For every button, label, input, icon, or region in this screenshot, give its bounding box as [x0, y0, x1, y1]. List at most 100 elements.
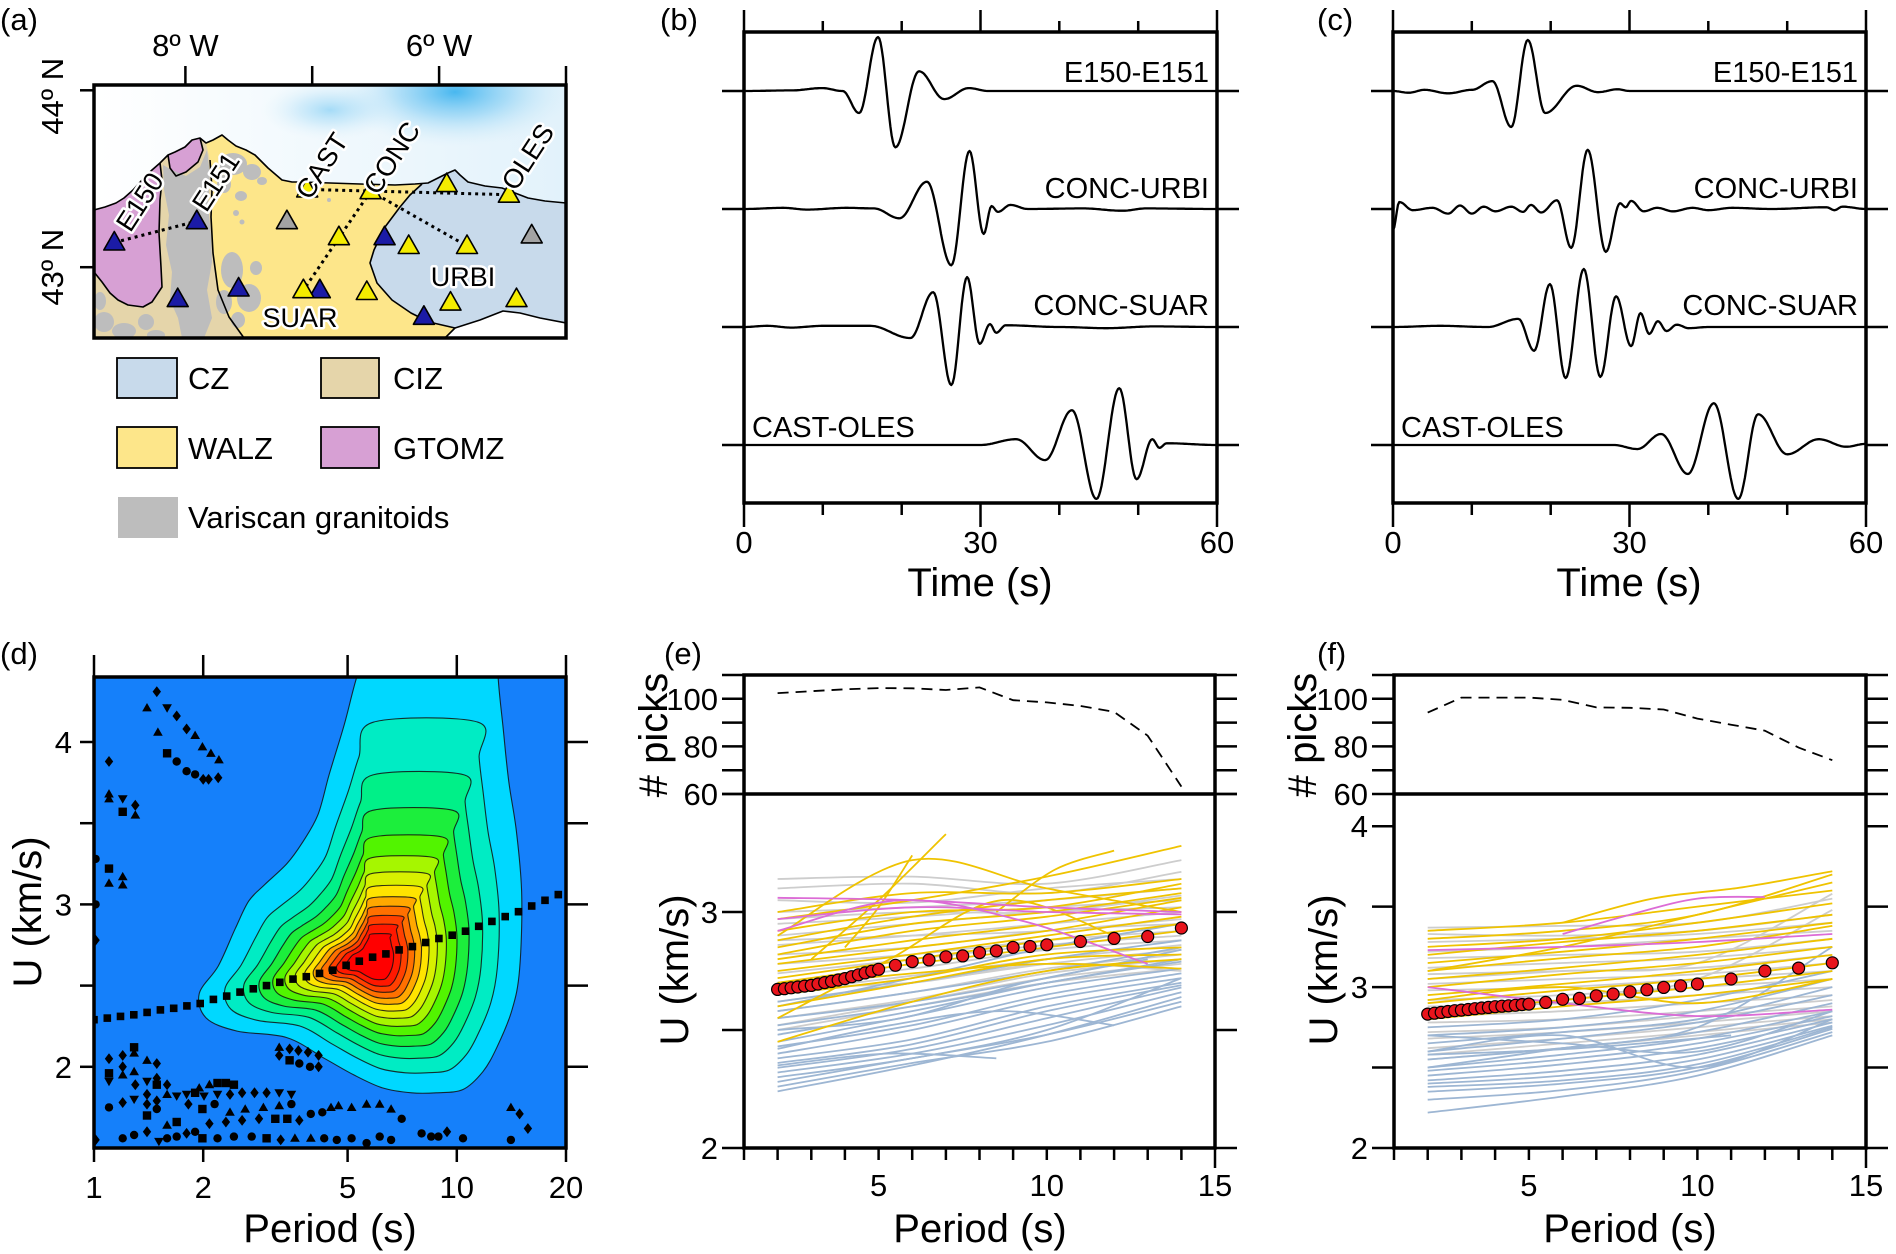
secondary-pick-point: [190, 1088, 200, 1097]
average-velocity-point: [1006, 940, 1020, 955]
station-pair-curve: [777, 958, 1182, 1020]
trace-label: CONC-SUAR: [1033, 290, 1209, 322]
secondary-pick-point: [237, 1114, 247, 1126]
x-axis-title-d: Period (s): [243, 1207, 416, 1251]
station-pair-curve: [1427, 946, 1833, 1069]
station-pair-curve: [1427, 892, 1833, 980]
dispersion-pick-square: [236, 988, 244, 996]
coastline: [94, 134, 566, 211]
secondary-pick-point: [314, 1061, 323, 1073]
secondary-pick-point: [274, 1100, 285, 1110]
secondary-pick-point: [190, 770, 200, 779]
average-velocity-point: [989, 944, 1003, 958]
secondary-pick-point: [212, 1090, 223, 1100]
waveform-trace: [1391, 148, 1866, 254]
secondary-pick-point: [347, 1134, 356, 1143]
secondary-pick-point: [152, 1095, 161, 1107]
secondary-pick-point: [274, 1042, 285, 1051]
station-pair-curve: [1562, 870, 1833, 924]
x-tick-label: 10: [440, 1170, 474, 1205]
secondary-pick-point: [129, 1066, 139, 1076]
secondary-pick-point: [295, 1059, 304, 1068]
x-tick-label: 5: [339, 1170, 356, 1205]
average-velocity-point: [1623, 985, 1637, 999]
station-pair-curve: [1427, 937, 1833, 980]
dispersion-pick-square: [249, 985, 258, 993]
average-velocity-point: [1657, 980, 1671, 995]
secondary-pick-point: [326, 1102, 336, 1111]
dispersion-pick-square: [302, 972, 311, 981]
secondary-pick-point: [275, 1050, 284, 1061]
station-triangle-icon: [373, 225, 396, 246]
station-pair-curve: [777, 896, 1182, 913]
secondary-pick-point: [142, 1088, 152, 1100]
secondary-pick-point: [154, 1137, 164, 1147]
station-pair-curve: [1427, 954, 1833, 996]
secondary-pick-point: [506, 1135, 516, 1145]
secondary-pick-point: [104, 1053, 114, 1065]
station-pair-curve: [1427, 1018, 1833, 1056]
secondary-pick-point: [190, 730, 200, 739]
station-pair-curve: [1427, 986, 1833, 1018]
secondary-pick-point: [142, 703, 152, 712]
secondary-pick-point: [332, 1135, 341, 1145]
secondary-pick-point: [397, 1114, 406, 1124]
secondary-pick-point: [152, 686, 161, 698]
secondary-pick-point: [172, 757, 181, 766]
secondary-pick-point: [333, 1100, 344, 1110]
secondary-pick-point: [162, 1134, 172, 1143]
dispersion-pick-square: [222, 992, 231, 1000]
secondary-pick-point: [117, 795, 128, 804]
station-pair-curve: [1427, 933, 1833, 951]
granitoid-body: [138, 314, 154, 330]
x-tick-label: 60: [1849, 525, 1883, 560]
station-triangle-icon: [435, 172, 459, 193]
station-pair-curve: [777, 977, 1182, 1055]
longitude-label: 6º W: [406, 28, 473, 63]
station-pair-curve: [777, 915, 1182, 972]
legend-label-gtomz: GTOMZ: [393, 431, 504, 466]
panel-e: (e) 60 80 100 2 3 5 10 15 Period (s) # picks U …: [632, 636, 1237, 1251]
dispersion-pick-square: [262, 981, 271, 990]
station-pair-curve: [777, 977, 1182, 1079]
map-frame: [92, 83, 568, 340]
station-pair-curve: [1427, 946, 1833, 988]
secondary-pick-point: [274, 1089, 285, 1098]
picks-tick-label: 80: [684, 729, 718, 764]
y-tick-label: 4: [55, 725, 72, 760]
secondary-pick-point: [162, 1079, 172, 1091]
secondary-pick-point: [118, 1134, 127, 1143]
plot-frame-c: [1391, 30, 1868, 505]
secondary-pick-point: [229, 1080, 239, 1089]
station-pair-curve: [1427, 1010, 1833, 1069]
dispersion-pick-square: [461, 927, 470, 935]
secondary-pick-point: [181, 1090, 192, 1100]
secondary-pick-point: [442, 1126, 452, 1138]
map-legend: CZ CIZ WALZ GTOMZ Variscan granitoids: [116, 357, 504, 538]
secondary-pick-point: [129, 1095, 139, 1105]
secondary-pick-point: [118, 807, 127, 816]
secondary-pick-point: [198, 1104, 207, 1114]
secondary-pick-point: [262, 1087, 271, 1099]
station-pair-curve: [777, 896, 1182, 956]
average-velocity-point: [871, 962, 886, 976]
average-velocity-point: [1640, 983, 1654, 997]
inter-station-path: [302, 190, 372, 292]
station-pair-curve: [810, 833, 947, 960]
station-label: URBI: [431, 262, 496, 292]
trace-label: E150-E151: [1064, 57, 1209, 89]
secondary-pick-point: [172, 1117, 181, 1127]
station-triangle-icon: [505, 287, 528, 308]
secondary-pick-point: [258, 1102, 269, 1111]
average-velocity-point: [1141, 929, 1155, 944]
secondary-pick-point: [247, 1132, 256, 1141]
trace-label: CONC-SUAR: [1682, 290, 1858, 322]
panel-label-b: (b): [660, 2, 698, 37]
dispersion-pick-square: [103, 1014, 112, 1022]
station-triangle-icon: [292, 278, 315, 299]
secondary-pick-point: [375, 1132, 384, 1141]
granitoid-body: [239, 219, 245, 225]
station-pair-curve: [777, 899, 1182, 961]
average-velocity-point: [1825, 956, 1839, 970]
secondary-pick-point: [386, 1104, 396, 1113]
